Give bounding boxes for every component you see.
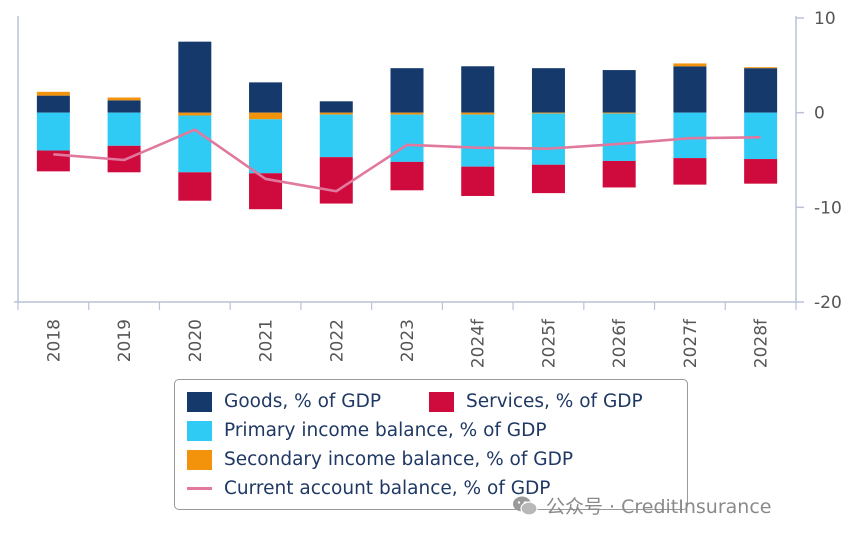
y-tick-label: 10	[814, 9, 836, 29]
x-tick-label: 2026f	[610, 318, 630, 368]
bar-primary[interactable]	[319, 114, 353, 158]
bar-goods[interactable]	[36, 95, 70, 113]
bar-goods[interactable]	[249, 82, 283, 113]
bar-primary[interactable]	[602, 113, 636, 161]
legend-item-current[interactable]: Current account balance, % of GDP	[187, 478, 550, 499]
legend-label-secondary: Secondary income balance, % of GDP	[224, 449, 573, 470]
bar-services[interactable]	[744, 159, 778, 184]
y-tick-label: -10	[814, 198, 842, 218]
bar-primary[interactable]	[461, 114, 495, 167]
legend-label-current: Current account balance, % of GDP	[224, 478, 551, 499]
x-tick-label: 2019	[115, 319, 135, 362]
bar-primary[interactable]	[673, 112, 707, 159]
x-tick-label: 2028f	[752, 318, 772, 368]
bar-goods[interactable]	[531, 68, 565, 113]
x-tick-label: 2024f	[469, 318, 489, 368]
legend-label-services: Services, % of GDP	[466, 391, 643, 412]
bar-secondary[interactable]	[531, 112, 565, 114]
watermark: 公众号 · CreditInsurance	[512, 492, 771, 519]
plot-area	[14, 16, 797, 303]
y-tick-label: 0	[814, 104, 825, 124]
bar-secondary[interactable]	[461, 112, 495, 115]
legend-swatch-secondary	[187, 449, 212, 470]
legend: Goods, % of GDP Services, % of GDP Prima…	[174, 379, 688, 510]
legend-swatch-goods	[187, 391, 212, 412]
bar-secondary[interactable]	[319, 112, 353, 115]
legend-label-goods: Goods, % of GDP	[224, 391, 382, 412]
legend-swatch-primary	[187, 420, 212, 441]
bar-primary[interactable]	[107, 112, 141, 146]
bar-services[interactable]	[319, 157, 353, 204]
bar-goods[interactable]	[673, 66, 707, 113]
bar-goods[interactable]	[319, 101, 353, 113]
x-tick-label: 2022	[327, 319, 347, 362]
legend-item-secondary[interactable]: Secondary income balance, % of GDP	[187, 449, 573, 470]
legend-item-goods[interactable]: Goods, % of GDP	[187, 391, 381, 412]
legend-item-primary[interactable]: Primary income balance, % of GDP	[187, 420, 547, 441]
bar-secondary[interactable]	[602, 112, 636, 114]
bar-goods[interactable]	[390, 68, 424, 113]
bar-secondary[interactable]	[249, 112, 283, 120]
bar-secondary[interactable]	[36, 91, 70, 96]
bar-services[interactable]	[178, 172, 212, 201]
bar-secondary[interactable]	[673, 63, 707, 67]
bar-primary[interactable]	[531, 113, 565, 165]
watermark-text: 公众号 · CreditInsurance	[546, 496, 772, 518]
bar-primary[interactable]	[178, 115, 212, 173]
x-tick-label: 2025f	[539, 318, 559, 368]
bar-primary[interactable]	[390, 114, 424, 162]
bar-primary[interactable]	[744, 112, 778, 160]
bars-layer	[36, 41, 778, 210]
bar-primary[interactable]	[249, 119, 283, 174]
bar-secondary[interactable]	[744, 67, 778, 69]
legend-swatch-services	[429, 391, 454, 412]
bar-goods[interactable]	[107, 100, 141, 113]
x-tick-label: 2023	[398, 319, 418, 362]
legend-item-services[interactable]: Services, % of GDP	[429, 391, 643, 412]
bar-secondary[interactable]	[178, 112, 212, 116]
bar-services[interactable]	[531, 164, 565, 194]
bar-goods[interactable]	[461, 66, 495, 113]
bar-goods[interactable]	[178, 41, 212, 113]
legend-label-primary: Primary income balance, % of GDP	[224, 420, 547, 441]
bar-primary[interactable]	[36, 112, 70, 151]
x-tick-label: 2018	[44, 319, 64, 362]
bar-services[interactable]	[602, 160, 636, 188]
bar-goods[interactable]	[744, 68, 778, 113]
legend-line-current	[187, 487, 212, 490]
axes-layer: 10 0 -10 -20 2018 2019 2020 2021 2022 2023 2024f 20…	[17, 9, 842, 368]
bar-services[interactable]	[36, 150, 70, 172]
bar-services[interactable]	[390, 161, 424, 191]
line-current-account[interactable]	[53, 128, 761, 193]
bar-services[interactable]	[461, 166, 495, 196]
bar-secondary[interactable]	[107, 97, 141, 101]
x-tick-label: 2027f	[681, 318, 701, 368]
x-tick-label: 2020	[186, 319, 206, 362]
bar-secondary[interactable]	[390, 112, 424, 115]
y-tick-label: -20	[814, 293, 842, 313]
line-layer	[53, 128, 761, 193]
wechat-icon	[513, 496, 538, 516]
x-tick-label: 2021	[257, 319, 277, 362]
bar-goods[interactable]	[602, 70, 636, 113]
bar-services[interactable]	[673, 158, 707, 185]
